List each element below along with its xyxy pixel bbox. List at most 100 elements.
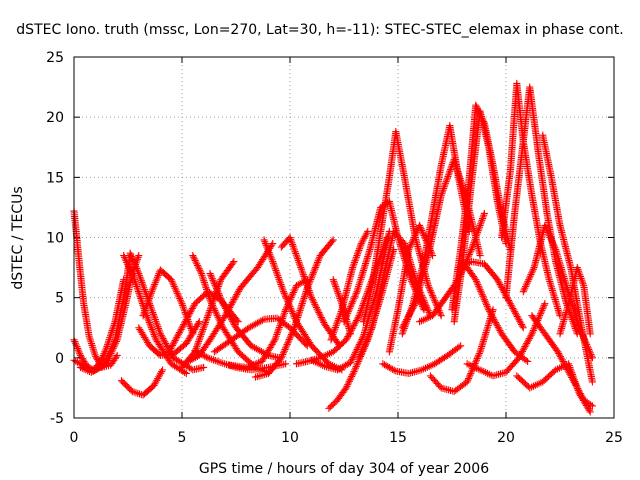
x-tick-label: 20 <box>497 430 515 446</box>
y-tick-label: 0 <box>55 351 64 367</box>
tick-labels: 0 5 10 15 20 25 -5 0 5 10 15 20 25 <box>46 50 623 446</box>
data-point-marker <box>244 357 252 365</box>
data-point-marker <box>326 403 334 411</box>
data-point-marker <box>322 357 330 365</box>
series-17 <box>225 276 311 372</box>
data-point-marker <box>339 338 347 347</box>
data-point-marker <box>236 349 244 357</box>
data-point-marker <box>328 237 336 245</box>
data-point-marker <box>234 348 242 356</box>
data-point-marker <box>198 293 206 301</box>
series-8 <box>135 318 203 359</box>
data-point-marker <box>200 292 208 300</box>
data-point-marker <box>309 343 317 351</box>
data-point-marker <box>310 345 318 353</box>
data-point-marker <box>329 400 337 408</box>
data-point-marker <box>192 298 200 306</box>
data-point-marker <box>549 368 557 377</box>
data-point-marker <box>269 239 277 248</box>
y-tick-label: 10 <box>46 231 64 247</box>
data-point-marker <box>238 352 247 360</box>
data-point-marker <box>543 374 551 382</box>
data-point-marker <box>230 258 238 266</box>
y-tick-label: 20 <box>46 110 64 126</box>
data-point-marker <box>430 376 438 384</box>
x-axis-label: GPS time / hours of day 304 of year 2006 <box>199 461 489 477</box>
data-point-marker <box>428 373 436 381</box>
data-point-marker <box>237 350 245 358</box>
data-point-marker <box>521 380 529 388</box>
data-point-marker <box>321 356 329 364</box>
data-point-marker <box>519 377 527 385</box>
data-point-marker <box>329 236 337 244</box>
series-45 <box>513 360 594 416</box>
series-34 <box>426 306 497 396</box>
data-point-marker <box>429 375 437 383</box>
data-point-marker <box>243 356 251 364</box>
data-point-marker <box>233 316 241 324</box>
data-point-marker <box>328 402 336 410</box>
data-point-marker <box>336 341 344 349</box>
data-point-marker <box>426 372 434 380</box>
data-point-marker <box>520 379 528 387</box>
data-point-marker <box>200 363 208 372</box>
y-tick-label: 15 <box>46 170 64 186</box>
y-tick-label: -5 <box>50 411 64 427</box>
series-13 <box>189 252 272 376</box>
data-point-marker <box>514 373 522 381</box>
data-point-marker <box>159 366 167 374</box>
x-tick-label: 15 <box>389 430 407 446</box>
data-point-marker <box>182 369 190 378</box>
data-point-marker <box>432 378 440 386</box>
x-tick-label: 0 <box>70 430 79 446</box>
data-point-marker <box>189 330 197 338</box>
data-point-marker <box>513 372 521 380</box>
data-point-marker <box>312 346 320 354</box>
data-point-marker <box>329 348 337 356</box>
data-points <box>70 79 596 416</box>
data-point-marker <box>126 385 134 393</box>
data-point-marker <box>335 342 343 351</box>
data-point-marker <box>197 294 205 302</box>
data-point-marker <box>313 347 321 355</box>
data-point-marker <box>516 375 524 383</box>
data-point-marker <box>308 342 316 350</box>
series-18 <box>251 236 337 381</box>
data-point-marker <box>333 344 342 352</box>
data-point-marker <box>124 383 132 392</box>
data-point-marker <box>517 376 525 384</box>
data-point-marker <box>195 296 203 304</box>
data-point-marker <box>241 354 249 362</box>
y-axis-label: dSTEC / TECUs <box>10 186 26 289</box>
chart-title: dSTEC Iono. truth (mssc, Lon=270, Lat=30… <box>16 22 623 38</box>
series-6 <box>126 249 208 374</box>
data-point-marker <box>113 351 121 359</box>
x-tick-label: 5 <box>178 430 187 446</box>
data-point-marker <box>195 318 203 326</box>
data-point-marker <box>325 404 333 412</box>
data-point-marker <box>155 350 163 358</box>
data-point-marker <box>119 378 127 386</box>
data-point-marker <box>294 332 302 340</box>
data-point-marker <box>338 340 346 348</box>
data-point-marker <box>282 360 290 368</box>
data-point-marker <box>191 300 199 308</box>
data-point-marker <box>295 333 303 342</box>
data-point-marker <box>542 375 550 383</box>
data-point-marker <box>332 345 340 353</box>
data-point-marker <box>297 335 305 343</box>
data-point-marker <box>331 346 339 355</box>
data-point-marker <box>135 252 143 260</box>
data-point-marker <box>123 382 131 390</box>
data-point-marker <box>299 338 307 346</box>
data-point-marker <box>117 377 126 385</box>
x-tick-label: 10 <box>281 430 299 446</box>
data-point-marker <box>234 318 242 326</box>
data-point-marker <box>546 371 554 379</box>
data-point-marker <box>194 297 202 305</box>
y-tick-label: 25 <box>46 50 64 66</box>
y-tick-label: 5 <box>55 291 64 307</box>
data-point-marker <box>240 353 248 361</box>
data-point-marker <box>434 381 443 389</box>
